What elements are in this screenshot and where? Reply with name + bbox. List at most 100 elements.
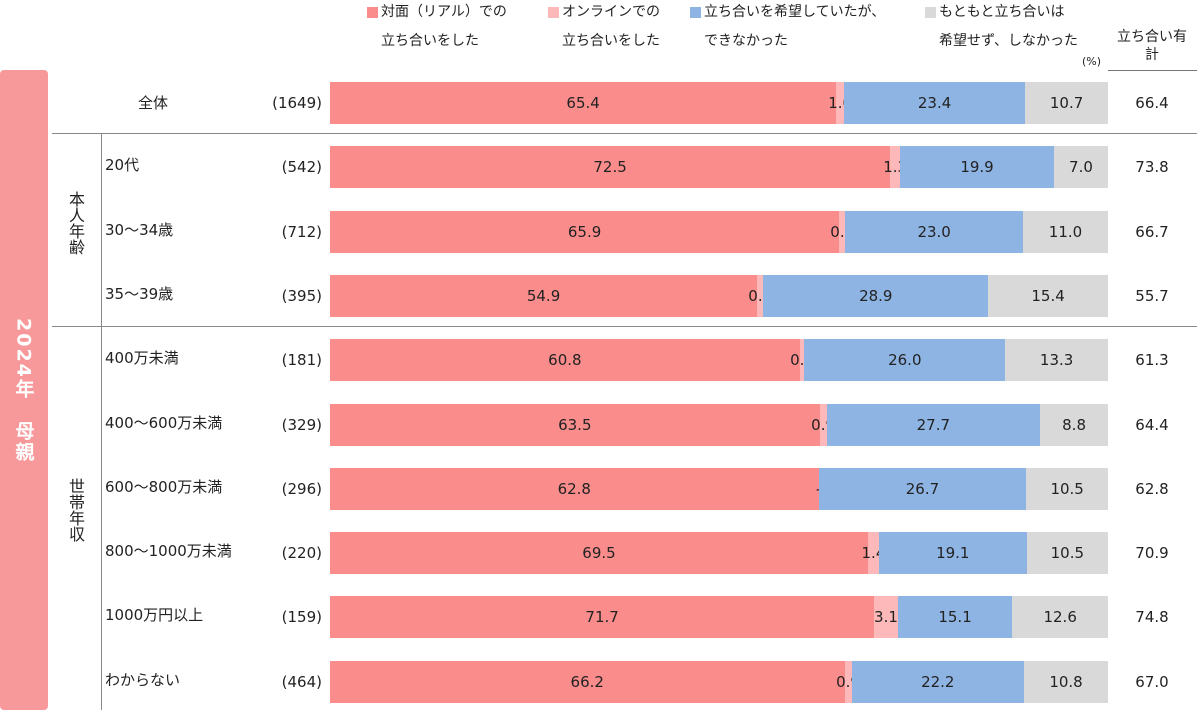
value-label: 15.1	[938, 608, 972, 627]
header-rule	[1108, 70, 1197, 71]
value-label: 27.7	[916, 415, 951, 434]
bar-segment	[330, 532, 869, 575]
bar-segment	[330, 210, 840, 253]
bar-segment	[804, 339, 1006, 382]
category-label: 600～800万未満	[105, 477, 223, 496]
sample-size: (296)	[281, 479, 322, 498]
bar-segment	[988, 274, 1108, 317]
category-label: 20代	[105, 156, 140, 175]
value-label: 19.1	[936, 544, 970, 563]
legend-label: 立ち合いを希望していたが、 できなかった	[704, 4, 886, 49]
value-label: 23.4	[917, 94, 952, 112]
legend-swatch	[367, 7, 378, 18]
sample-size: (329)	[281, 415, 322, 434]
legend-label: 対面（リアル）での 立ち合いをした	[381, 4, 507, 49]
value-label: 71.7	[585, 608, 619, 627]
legend-label: オンラインでの 立ち合いをした	[562, 4, 660, 49]
group-divider	[101, 133, 102, 710]
category-label: 400～600万未満	[105, 413, 223, 432]
sample-size: (220)	[281, 544, 322, 563]
value-label: 66.2	[570, 672, 604, 691]
category-label: 800～1000万未満	[105, 542, 232, 561]
total-value: 73.8	[1135, 158, 1169, 177]
bar-segment	[844, 660, 852, 703]
bar-segment	[763, 274, 989, 317]
bar-segment	[330, 467, 819, 510]
value-label: 10.5	[1050, 479, 1084, 498]
value-label: 26.7	[905, 479, 940, 498]
value-label: 65.4	[566, 94, 600, 112]
bar-segment	[1023, 210, 1108, 253]
value-label: 10.8	[1049, 672, 1083, 691]
bar-segment	[757, 274, 764, 317]
value-label: 3.1	[874, 608, 898, 627]
total-value: 61.3	[1135, 351, 1169, 370]
sample-size: (1649)	[272, 94, 322, 112]
bar-segment	[818, 467, 1027, 510]
total-value: 62.8	[1135, 479, 1169, 498]
bar-segment	[826, 403, 1041, 446]
bar-segment	[330, 339, 800, 382]
bar-segment	[1024, 660, 1108, 703]
value-label: 7.0	[1069, 158, 1093, 177]
value-label: 69.5	[582, 544, 616, 563]
bar-segment	[1026, 467, 1108, 510]
category-label: わからない	[105, 670, 181, 689]
bar-segment	[1012, 596, 1108, 639]
value-label: 26.0	[888, 351, 922, 370]
sample-size: (181)	[281, 351, 322, 370]
value-label: 62.8	[557, 479, 591, 498]
bar-segment	[819, 403, 827, 446]
bar-segment	[799, 339, 805, 382]
unit-label: (%)	[1082, 55, 1102, 68]
bar-segment	[878, 532, 1027, 575]
value-label: 12.6	[1043, 608, 1077, 627]
bar-segment	[1053, 146, 1108, 189]
bar-segment	[900, 146, 1054, 189]
group-rule	[52, 133, 1197, 135]
legend-swatch	[690, 7, 701, 18]
total-value: 64.4	[1135, 415, 1169, 434]
value-label: 72.5	[593, 158, 627, 177]
total-value: 66.7	[1135, 222, 1169, 241]
value-label: 8.8	[1062, 415, 1086, 434]
legend-swatch	[925, 7, 936, 18]
sample-size: (712)	[281, 222, 322, 241]
category-label: 1000万円以上	[105, 606, 204, 625]
bar-segment	[1005, 339, 1108, 382]
value-label: 15.4	[1031, 286, 1065, 305]
sample-size: (464)	[281, 672, 322, 691]
sample-size: (542)	[281, 158, 322, 177]
bar-segment	[897, 596, 1013, 639]
bar-segment	[1040, 403, 1108, 446]
legend-label: もともと立ち合いは 希望せず、しなかった	[939, 4, 1079, 49]
bar-segment	[330, 403, 820, 446]
bar-segment	[874, 596, 898, 639]
group-label: 本人年齢	[66, 190, 85, 255]
value-label: 65.9	[567, 222, 602, 241]
total-header: 立ち合い有計	[1117, 29, 1187, 63]
category-label: 全体	[138, 94, 169, 112]
value-label: 13.3	[1039, 351, 1074, 370]
side-band	[0, 70, 48, 710]
legend-swatch	[548, 7, 559, 18]
category-label: 30～34歳	[105, 220, 174, 239]
bar-segment	[836, 82, 844, 124]
bar-segment	[330, 660, 845, 703]
value-label: 22.2	[921, 672, 955, 691]
bar-segment	[330, 596, 875, 639]
value-label: 10.7	[1049, 94, 1084, 112]
bar-segment	[330, 274, 758, 317]
bar-segment	[1026, 532, 1108, 575]
bar-segment	[845, 210, 1023, 253]
sample-size: (395)	[281, 286, 322, 305]
bar-segment	[839, 210, 846, 253]
total-value: 55.7	[1135, 286, 1169, 305]
bar-segment	[868, 532, 879, 575]
value-label: 28.9	[859, 286, 893, 305]
group-rule	[52, 326, 1197, 328]
side-label: 2024年 母親	[12, 317, 35, 463]
category-label: 35～39歳	[105, 284, 174, 303]
value-label: 10.5	[1050, 544, 1085, 563]
